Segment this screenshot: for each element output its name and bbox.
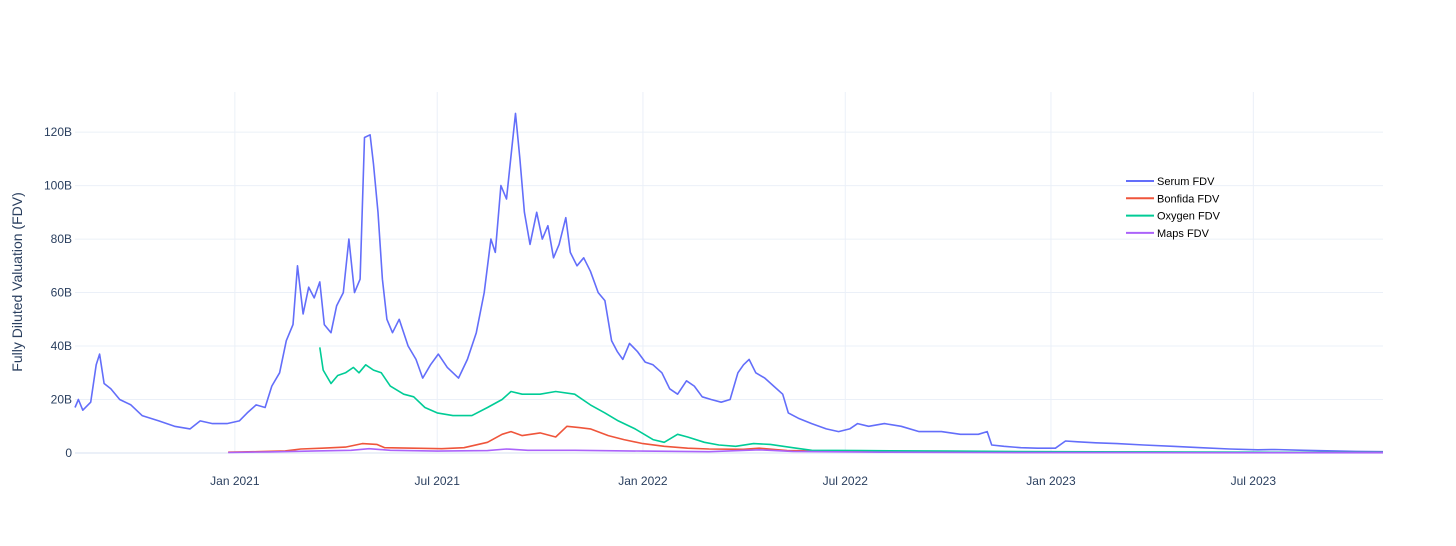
y-tick-label: 100B xyxy=(44,179,72,193)
serum-fdv-line xyxy=(74,112,1384,453)
y-tick-label: 40B xyxy=(51,339,72,353)
y-axis-ticks: 0 20B 40B 60B 80B 100B 120B xyxy=(44,125,72,460)
x-tick-label: Jan 2023 xyxy=(1026,474,1076,488)
y-tick-label: 20B xyxy=(51,393,72,407)
legend-item-oxygen-fdv[interactable]: Oxygen FDV xyxy=(1126,211,1221,223)
legend-item-maps-fdv[interactable]: Maps FDV xyxy=(1126,228,1210,240)
x-tick-label: Jul 2022 xyxy=(823,474,869,488)
y-tick-label: 60B xyxy=(51,286,72,300)
x-tick-label: Jan 2022 xyxy=(618,474,668,488)
y-axis-title: Fully Diluted Valuation (FDV) xyxy=(9,192,25,371)
x-axis-ticks: Jan 2021 Jul 2021 Jan 2022 Jul 2022 Jan 2023… xyxy=(210,474,1276,488)
oxygen-fdv-line xyxy=(319,347,1384,454)
legend-label: Oxygen FDV xyxy=(1157,211,1221,223)
legend-item-serum-fdv[interactable]: Serum FDV xyxy=(1126,176,1215,188)
y-tick-label: 80B xyxy=(51,232,72,246)
x-tick-label: Jul 2023 xyxy=(1231,474,1277,488)
maps-fdv-line xyxy=(228,447,1383,454)
legend-item-bonfida-fdv[interactable]: Bonfida FDV xyxy=(1126,193,1220,205)
y-tick-label: 0 xyxy=(65,446,72,460)
x-tick-label: Jan 2021 xyxy=(210,474,260,488)
y-tick-label: 120B xyxy=(44,125,72,139)
legend-label: Serum FDV xyxy=(1157,176,1215,188)
legend[interactable]: Serum FDV Bonfida FDV Oxygen FDV Maps FDV xyxy=(1126,176,1221,240)
legend-label: Maps FDV xyxy=(1157,228,1210,240)
legend-label: Bonfida FDV xyxy=(1157,193,1220,205)
x-tick-label: Jul 2021 xyxy=(415,474,461,488)
series-lines xyxy=(74,112,1384,454)
